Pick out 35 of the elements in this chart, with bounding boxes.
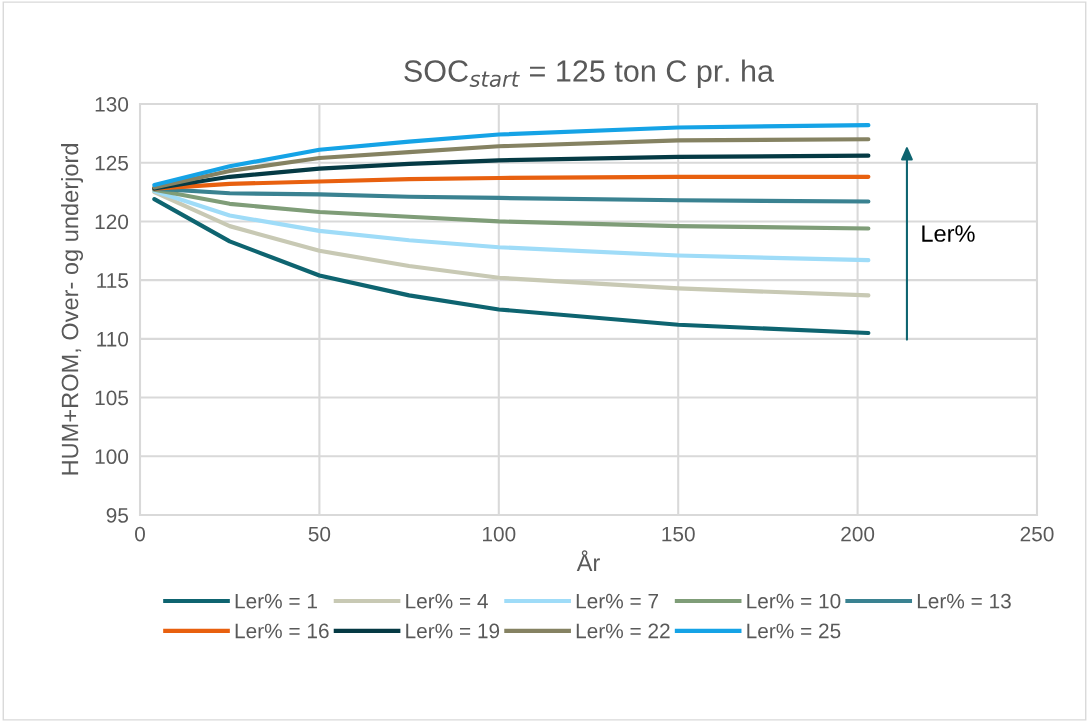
x-tick-label: 50 xyxy=(308,526,331,542)
y-tick-label: 110 xyxy=(97,331,129,347)
annotation: Ler% xyxy=(922,225,975,242)
legend-label: Ler% = 16 xyxy=(235,623,329,639)
chart-title: SOC$_{start}$ = 125 ton C pr. ha xyxy=(404,59,774,88)
line-series xyxy=(152,174,871,191)
y-tick-label: 95 xyxy=(106,508,129,523)
x-tick-label: 0 xyxy=(135,526,145,542)
legend-label: Ler% = 19 xyxy=(406,623,500,639)
legend-label: Ler% = 13 xyxy=(917,593,1011,609)
x-axis-title: År xyxy=(576,550,600,571)
x-tick-label: 100 xyxy=(483,526,516,542)
x-tick-label: 200 xyxy=(841,526,875,542)
y-tick-label: 120 xyxy=(95,214,129,230)
legend-label: Ler% = 10 xyxy=(747,593,841,609)
line-series xyxy=(152,153,871,191)
line-series xyxy=(152,187,871,231)
line-series xyxy=(152,189,871,298)
legend-label: Ler% = 7 xyxy=(576,593,659,609)
legend-label: Ler% = 25 xyxy=(747,623,841,639)
legend-label: Ler% = 22 xyxy=(576,623,670,639)
y-tick-label: 125 xyxy=(95,155,129,171)
line-series xyxy=(152,123,871,188)
y-tick-label: 100 xyxy=(95,449,129,465)
y-tick-label: 130 xyxy=(95,97,129,112)
line-series xyxy=(152,188,871,263)
line-series xyxy=(152,137,871,190)
y-axis-title: HUM+ROM, Over- og underjord xyxy=(61,144,84,475)
line-series xyxy=(152,197,871,336)
x-tick-label: 150 xyxy=(662,526,695,542)
legend-label: Ler% = 4 xyxy=(406,593,488,609)
y-tick-label: 115 xyxy=(97,273,129,288)
x-tick-label: 250 xyxy=(1020,526,1054,542)
y-tick-label: 105 xyxy=(95,390,129,406)
legend-label: Ler% = 1 xyxy=(235,593,317,609)
